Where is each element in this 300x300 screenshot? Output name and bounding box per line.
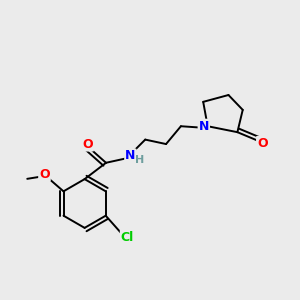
Text: O: O: [82, 138, 93, 151]
Text: Cl: Cl: [121, 231, 134, 244]
Text: O: O: [257, 137, 268, 150]
Text: O: O: [39, 168, 50, 181]
Text: H: H: [135, 154, 145, 164]
Text: N: N: [199, 120, 209, 133]
Text: N: N: [125, 149, 136, 162]
